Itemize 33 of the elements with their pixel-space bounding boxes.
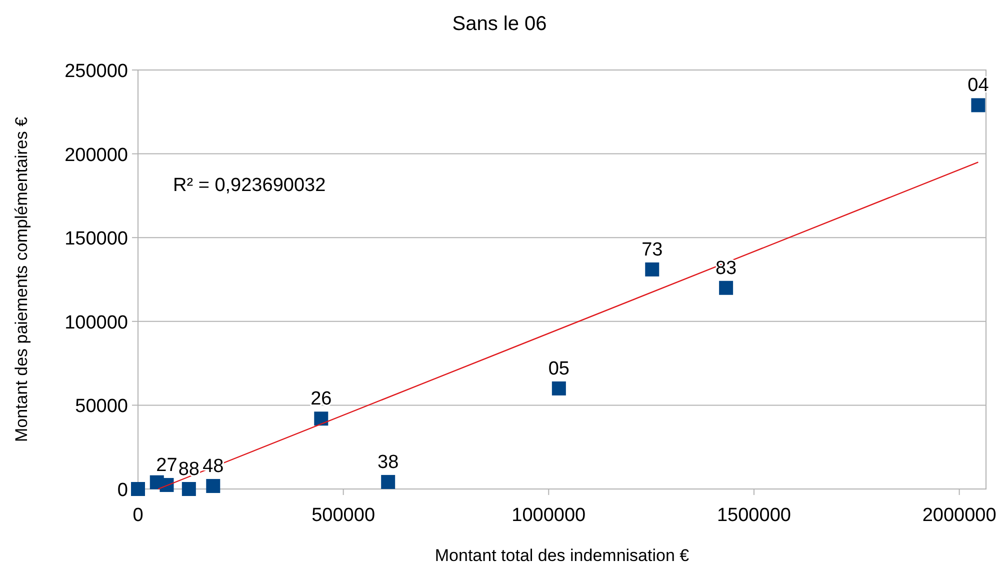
annotation: 73 xyxy=(642,239,663,260)
x-tick-label: 1000000 xyxy=(512,505,586,526)
y-tick-label: 100000 xyxy=(64,312,128,334)
y-tick-label: 250000 xyxy=(64,61,128,82)
x-tick-label: 0 xyxy=(132,505,144,526)
x-tick-label: 500000 xyxy=(312,505,376,526)
point xyxy=(160,478,174,492)
point xyxy=(206,478,220,493)
y-tick-label: 200000 xyxy=(64,144,128,166)
annotation: 04 xyxy=(968,75,990,96)
y-axis-title: Montant des paiements complémentaires € xyxy=(12,116,31,442)
annotation: 27 xyxy=(156,454,178,476)
point xyxy=(552,381,566,396)
y-tick-label: 150000 xyxy=(64,228,128,250)
annotation: 26 xyxy=(310,388,332,410)
x-tick-label: 2000000 xyxy=(922,505,996,526)
x-axis-title: Montant total des indemnisation € xyxy=(434,546,690,565)
chart-title: Sans le 06 xyxy=(452,13,547,35)
point xyxy=(381,474,396,489)
annotation: 83 xyxy=(715,258,737,279)
annotation: R² = 0,923690032 xyxy=(173,175,326,196)
annotation: 38 xyxy=(378,452,399,473)
annotation: 05 xyxy=(548,358,570,380)
annotation: 88 xyxy=(178,459,200,480)
point xyxy=(182,482,196,496)
point xyxy=(971,98,986,112)
point xyxy=(131,482,145,496)
x-tick-label: 1500000 xyxy=(716,505,791,526)
y-tick-label: 0 xyxy=(117,480,128,501)
point xyxy=(645,262,660,276)
point xyxy=(314,412,328,426)
point xyxy=(719,280,734,295)
y-tick-label: 50000 xyxy=(75,396,128,418)
